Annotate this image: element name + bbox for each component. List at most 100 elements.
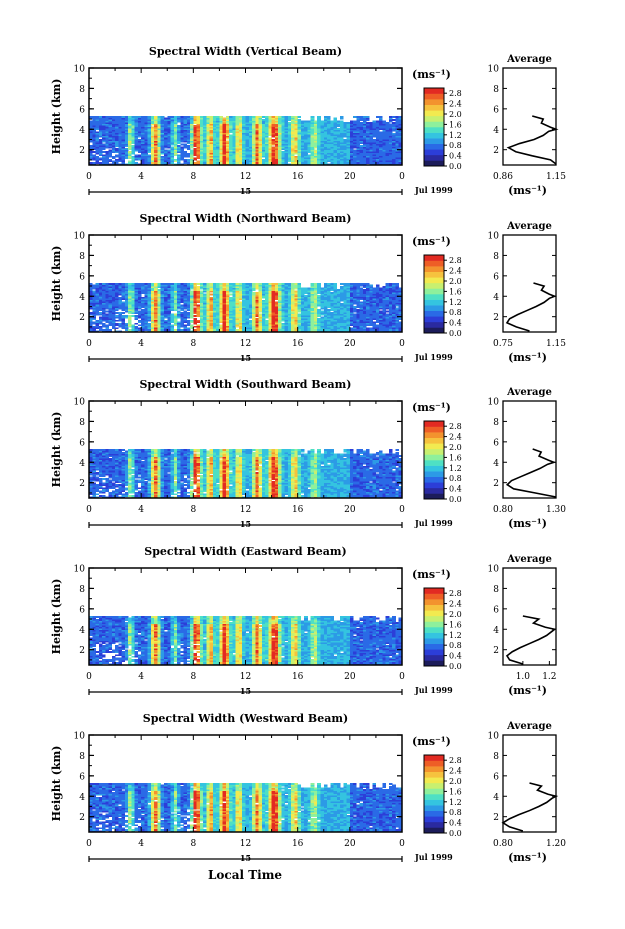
- heatmap-cell: [225, 313, 230, 316]
- heatmap-cell: [320, 154, 325, 157]
- heatmap-cell: [258, 143, 263, 146]
- heatmap-cell: [317, 155, 321, 158]
- heatmap-cell: [284, 137, 289, 140]
- heatmap-cell: [183, 145, 188, 147]
- heatmap-cell: [252, 128, 256, 131]
- heatmap-cell: [359, 161, 364, 164]
- heatmap-cell: [150, 132, 155, 135]
- heatmap-cell: [141, 120, 145, 123]
- heatmap-cell: [232, 292, 237, 295]
- heatmap-cell: [379, 148, 383, 150]
- heatmap-cell: [219, 115, 223, 118]
- heatmap-cell: [92, 120, 96, 123]
- heatmap-cell: [105, 284, 109, 287]
- heatmap-cell: [170, 293, 175, 296]
- heatmap-cell: [340, 126, 344, 129]
- heatmap-cell: [372, 131, 377, 134]
- heatmap-cell: [284, 322, 289, 325]
- heatmap-cell: [375, 125, 380, 128]
- heatmap-cell: [268, 309, 272, 311]
- heatmap-cell: [382, 151, 386, 154]
- heatmap-cell: [196, 289, 201, 291]
- heatmap-cell: [199, 302, 204, 305]
- heatmap-cell: [144, 327, 148, 330]
- heatmap-cell: [170, 140, 175, 143]
- heatmap-cell: [323, 143, 328, 146]
- heatmap-cell: [128, 289, 132, 291]
- heatmap-cell: [173, 132, 178, 135]
- heatmap-cell: [232, 324, 237, 327]
- heatmap-cell: [398, 125, 403, 128]
- heatmap-cell: [154, 301, 158, 304]
- heatmap-cell: [154, 310, 158, 313]
- heatmap-cell: [121, 152, 126, 155]
- heatmap-cell: [163, 313, 168, 316]
- heatmap-cell: [353, 126, 357, 129]
- heatmap-cell: [137, 119, 142, 121]
- heatmap-cell: [170, 157, 175, 160]
- heatmap-cell: [265, 125, 269, 128]
- heatmap-cell: [287, 293, 292, 296]
- heatmap-cell: [144, 325, 148, 328]
- heatmap-cell: [157, 143, 162, 146]
- heatmap-cell: [150, 321, 155, 324]
- heatmap-cell: [222, 161, 227, 164]
- heatmap-cell: [186, 284, 191, 287]
- heatmap-cell: [115, 126, 119, 129]
- heatmap-cell: [144, 151, 148, 154]
- heatmap-cell: [245, 307, 250, 310]
- heatmap-cell: [382, 148, 386, 150]
- heatmap-cell: [340, 154, 344, 157]
- heatmap-cell: [297, 286, 302, 288]
- heatmap-cell: [353, 145, 357, 147]
- heatmap-cell: [392, 143, 396, 146]
- heatmap-cell: [115, 309, 119, 311]
- heatmap-cell: [163, 286, 168, 288]
- heatmap-cell: [232, 316, 237, 319]
- heatmap-cell: [186, 125, 191, 128]
- heatmap-cell: [124, 145, 129, 147]
- heatmap-cell: [323, 160, 328, 163]
- heatmap-cell: [163, 146, 168, 149]
- heatmap-cell: [147, 160, 152, 163]
- heatmap-cell: [232, 319, 237, 322]
- heatmap-cell: [212, 157, 217, 160]
- heatmap-cell: [265, 161, 269, 164]
- heatmap-cell: [111, 292, 116, 295]
- heatmap-cell: [375, 132, 380, 135]
- heatmap-cell: [196, 119, 201, 121]
- heatmap-cell: [105, 328, 109, 331]
- heatmap-cell: [134, 135, 139, 138]
- heatmap-cell: [209, 286, 214, 288]
- heatmap-cell: [274, 316, 279, 319]
- heatmap-cell: [222, 132, 227, 135]
- heatmap-cell: [216, 123, 220, 126]
- heatmap-cell: [379, 152, 383, 155]
- heatmap-cell: [327, 155, 331, 158]
- heatmap-cell: [89, 304, 93, 307]
- heatmap-cell: [203, 319, 207, 322]
- heatmap-cell: [193, 140, 197, 143]
- heatmap-cell: [212, 282, 217, 285]
- heatmap-cell: [170, 120, 175, 123]
- heatmap-cell: [190, 309, 194, 311]
- x-tick-label: 0: [86, 172, 92, 182]
- heatmap-cell: [131, 140, 135, 143]
- heatmap-cell: [203, 282, 207, 285]
- heatmap-cell: [268, 315, 272, 317]
- heatmap-cell: [229, 318, 233, 321]
- heatmap-cell: [313, 161, 318, 164]
- heatmap-cell: [111, 135, 116, 138]
- heatmap-cell: [216, 129, 220, 132]
- heatmap-cell: [196, 315, 201, 317]
- heatmap-cell: [297, 289, 302, 291]
- heatmap-cell: [173, 321, 178, 324]
- heatmap-cell: [366, 138, 370, 141]
- heatmap-cell: [281, 307, 285, 310]
- heatmap-cell: [362, 148, 367, 150]
- heatmap-cell: [115, 151, 119, 154]
- heatmap-cell: [212, 296, 217, 299]
- heatmap-cell: [137, 135, 142, 138]
- heatmap-cell: [382, 126, 386, 129]
- heatmap-cell: [395, 140, 400, 143]
